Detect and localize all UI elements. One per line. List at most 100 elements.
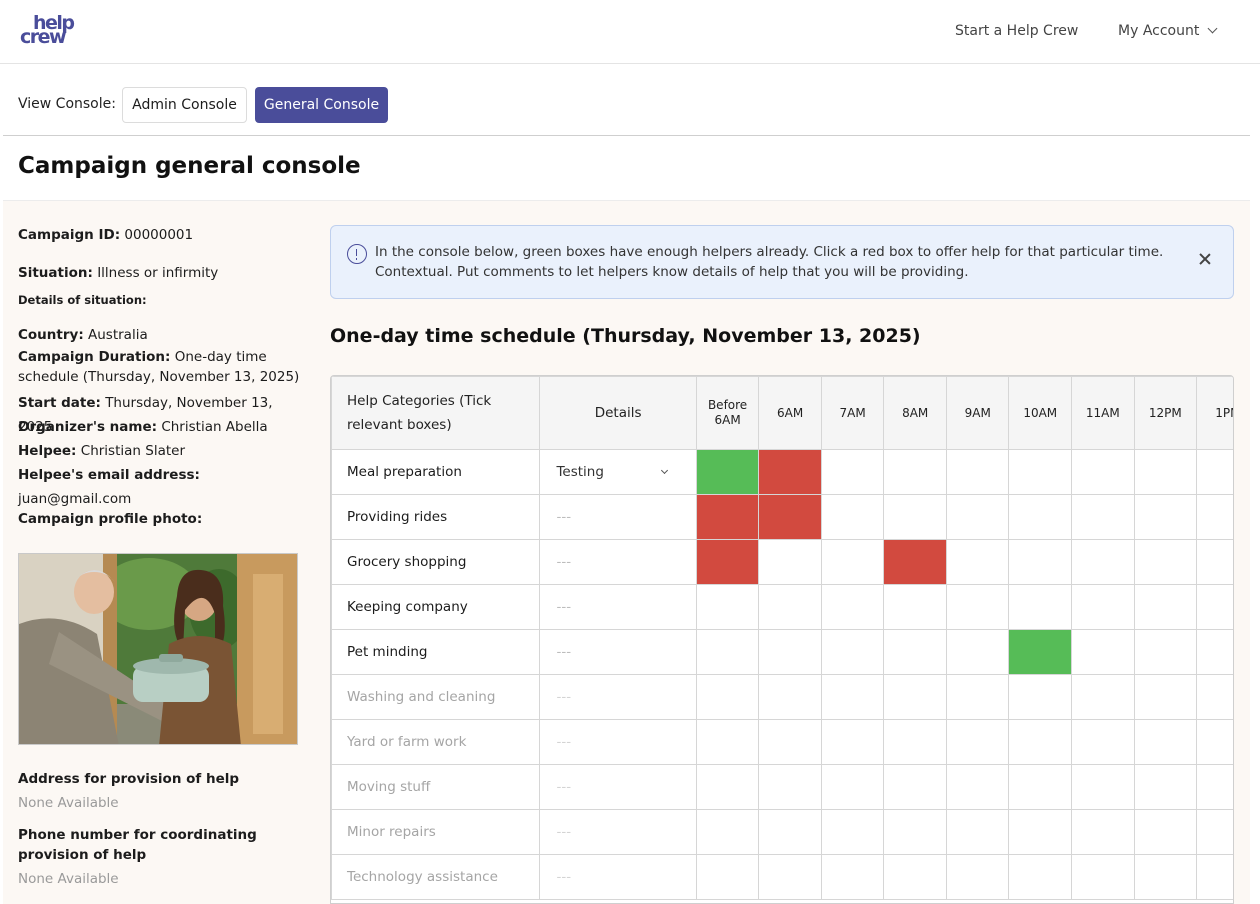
- time-slot-empty[interactable]: [883, 449, 947, 495]
- time-slot-empty[interactable]: [1008, 449, 1072, 495]
- time-slot-empty[interactable]: [820, 449, 885, 495]
- time-slot-empty[interactable]: [1008, 809, 1072, 855]
- time-slot-empty[interactable]: [1008, 764, 1072, 810]
- time-slot-empty[interactable]: [883, 584, 947, 630]
- time-slot-red[interactable]: [758, 449, 822, 495]
- time-slot-empty[interactable]: [758, 674, 822, 720]
- time-slot-empty[interactable]: [883, 674, 947, 720]
- time-slot-empty[interactable]: [883, 854, 947, 900]
- time-slot-empty[interactable]: [1008, 854, 1072, 900]
- time-slot-empty[interactable]: [1133, 854, 1198, 900]
- time-slot-empty[interactable]: [1071, 629, 1135, 675]
- time-slot-empty[interactable]: [1196, 584, 1233, 630]
- time-slot-red[interactable]: [758, 494, 822, 540]
- time-slot-empty[interactable]: [758, 764, 822, 810]
- time-slot-empty[interactable]: [1008, 584, 1072, 630]
- close-icon[interactable]: [1197, 251, 1213, 267]
- time-slot-empty[interactable]: [945, 719, 1010, 765]
- time-slot-empty[interactable]: [1008, 539, 1072, 585]
- time-slot-empty[interactable]: [883, 629, 947, 675]
- time-slot-empty[interactable]: [1133, 809, 1198, 855]
- time-slot-empty[interactable]: [1071, 539, 1135, 585]
- time-slot-empty[interactable]: [945, 854, 1010, 900]
- info-circle-icon: [347, 244, 367, 264]
- time-slot-empty[interactable]: [1071, 809, 1135, 855]
- time-slot-empty[interactable]: [820, 764, 885, 810]
- time-slot-empty[interactable]: [1008, 719, 1072, 765]
- time-slot-empty[interactable]: [945, 809, 1010, 855]
- time-slot-empty[interactable]: [820, 854, 885, 900]
- time-slot-empty[interactable]: [1008, 674, 1072, 720]
- time-slot-empty[interactable]: [945, 449, 1010, 495]
- header-time-3: 8AM: [883, 376, 947, 450]
- time-slot-empty[interactable]: [1071, 719, 1135, 765]
- time-slot-empty[interactable]: [1196, 449, 1233, 495]
- time-slot-empty[interactable]: [945, 764, 1010, 810]
- time-slot-empty[interactable]: [883, 764, 947, 810]
- time-slot-green[interactable]: [695, 449, 760, 495]
- time-slot-empty[interactable]: [945, 539, 1010, 585]
- time-slot-empty[interactable]: [945, 494, 1010, 540]
- time-slot-empty[interactable]: [1071, 584, 1135, 630]
- time-slot-empty[interactable]: [1196, 629, 1233, 675]
- time-slot-empty[interactable]: [1133, 449, 1198, 495]
- time-slot-empty[interactable]: [1133, 494, 1198, 540]
- time-slot-empty[interactable]: [883, 494, 947, 540]
- time-slot-empty[interactable]: [1071, 674, 1135, 720]
- time-slot-red[interactable]: [695, 539, 760, 585]
- time-slot-empty[interactable]: [1196, 764, 1233, 810]
- time-slot-empty[interactable]: [820, 539, 885, 585]
- start-help-crew-link[interactable]: Start a Help Crew: [955, 23, 1079, 39]
- details-select[interactable]: Testing: [539, 449, 697, 495]
- time-slot-empty[interactable]: [1133, 584, 1198, 630]
- time-slot-empty[interactable]: [1196, 719, 1233, 765]
- time-slot-empty[interactable]: [695, 584, 760, 630]
- time-slot-empty[interactable]: [1196, 854, 1233, 900]
- time-slot-empty[interactable]: [945, 629, 1010, 675]
- time-slot-empty[interactable]: [1133, 764, 1198, 810]
- time-slot-empty[interactable]: [758, 854, 822, 900]
- time-slot-empty[interactable]: [695, 629, 760, 675]
- time-slot-empty[interactable]: [695, 809, 760, 855]
- my-account-menu[interactable]: My Account: [1118, 22, 1218, 40]
- time-slot-empty[interactable]: [1133, 539, 1198, 585]
- time-slot-empty[interactable]: [820, 674, 885, 720]
- time-slot-empty[interactable]: [820, 494, 885, 540]
- time-slot-empty[interactable]: [695, 764, 760, 810]
- time-slot-empty[interactable]: [1196, 674, 1233, 720]
- time-slot-empty[interactable]: [695, 719, 760, 765]
- time-slot-empty[interactable]: [820, 809, 885, 855]
- help-crew-logo[interactable]: help crew: [20, 14, 76, 48]
- time-slot-empty[interactable]: [758, 584, 822, 630]
- time-slot-red[interactable]: [695, 494, 760, 540]
- time-slot-empty[interactable]: [883, 809, 947, 855]
- time-slot-empty[interactable]: [1196, 539, 1233, 585]
- time-slot-red[interactable]: [883, 539, 947, 585]
- time-slot-empty[interactable]: [945, 584, 1010, 630]
- time-slot-empty[interactable]: [1133, 674, 1198, 720]
- time-slot-empty[interactable]: [820, 629, 885, 675]
- time-slot-empty[interactable]: [820, 719, 885, 765]
- time-slot-empty[interactable]: [820, 584, 885, 630]
- time-slot-empty[interactable]: [1133, 719, 1198, 765]
- time-slot-empty[interactable]: [758, 539, 822, 585]
- time-slot-empty[interactable]: [695, 674, 760, 720]
- time-slot-empty[interactable]: [1071, 494, 1135, 540]
- time-slot-empty[interactable]: [695, 854, 760, 900]
- admin-console-button[interactable]: Admin Console: [122, 87, 247, 123]
- time-slot-empty[interactable]: [945, 674, 1010, 720]
- time-slot-empty[interactable]: [883, 719, 947, 765]
- time-slot-empty[interactable]: [758, 629, 822, 675]
- time-slot-empty[interactable]: [758, 719, 822, 765]
- time-slot-empty[interactable]: [1196, 809, 1233, 855]
- time-slot-empty[interactable]: [1133, 629, 1198, 675]
- time-slot-empty[interactable]: [1071, 854, 1135, 900]
- time-slot-green[interactable]: [1008, 629, 1072, 675]
- general-console-button[interactable]: General Console: [255, 87, 388, 123]
- time-slot-empty[interactable]: [1071, 449, 1135, 495]
- time-slot-empty[interactable]: [1196, 494, 1233, 540]
- schedule-table: Help Categories (Tick relevant boxes) De…: [331, 376, 1233, 900]
- time-slot-empty[interactable]: [1008, 494, 1072, 540]
- time-slot-empty[interactable]: [758, 809, 822, 855]
- time-slot-empty[interactable]: [1071, 764, 1135, 810]
